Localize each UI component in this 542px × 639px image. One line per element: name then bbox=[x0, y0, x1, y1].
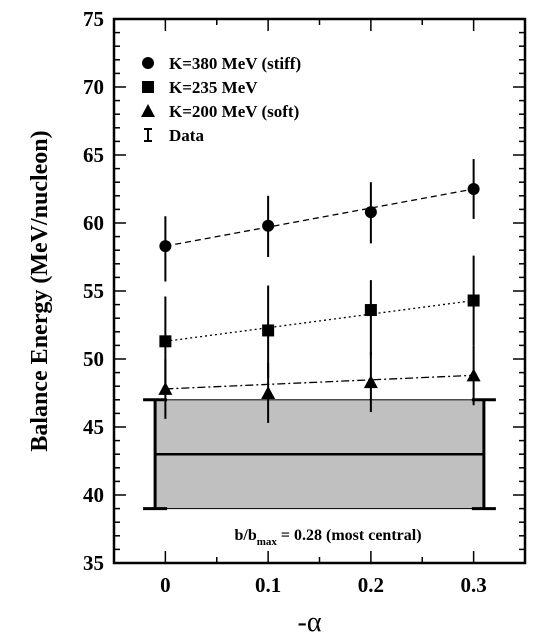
series-0-line bbox=[165, 188, 474, 247]
y-tick-label: 35 bbox=[83, 551, 104, 575]
y-axis-title: Balance Energy (MeV/nucleon) bbox=[27, 130, 53, 451]
series-0-point bbox=[364, 206, 377, 219]
series-0-point bbox=[262, 219, 275, 232]
legend-label: Data bbox=[169, 126, 204, 145]
annotation-text: b/bmax = 0.28 (most central) bbox=[234, 527, 421, 548]
series-0-point bbox=[159, 240, 172, 253]
series-2-point bbox=[158, 381, 173, 395]
series-1-point bbox=[159, 335, 172, 348]
plot-area: 35 40 45 50 55 60 65 70 75 0 0.1 0.2 0.3 -α Balance En… bbox=[27, 7, 527, 638]
series-2-point bbox=[261, 386, 276, 399]
legend-marker-0 bbox=[142, 57, 154, 69]
x-tick-label: 0.3 bbox=[461, 573, 487, 597]
series-1-point bbox=[467, 294, 480, 307]
annotation-suffix: = 0.28 (most central) bbox=[277, 527, 422, 544]
x-tick-label: 0.1 bbox=[255, 573, 281, 597]
y-tick-label: 65 bbox=[83, 143, 104, 167]
series-2-point bbox=[466, 368, 481, 382]
x-tick-label: 0.2 bbox=[358, 573, 384, 597]
y-tick-label: 45 bbox=[83, 415, 104, 439]
y-tick-label: 40 bbox=[83, 483, 104, 507]
annotation-subscript: max bbox=[257, 536, 278, 548]
legend-marker-2 bbox=[141, 104, 155, 117]
y-tick-label: 75 bbox=[83, 7, 104, 31]
series-1-point bbox=[364, 304, 377, 317]
y-tick-label: 70 bbox=[83, 75, 104, 99]
y-tick-label: 55 bbox=[83, 279, 104, 303]
series-0-point bbox=[467, 183, 480, 195]
series-1-line bbox=[165, 299, 474, 342]
legend-marker-1 bbox=[142, 81, 154, 93]
series-1-point bbox=[262, 324, 275, 337]
y-tick-label: 60 bbox=[83, 211, 104, 235]
x-axis-title: -α bbox=[298, 607, 322, 638]
x-tick-label: 0 bbox=[160, 573, 171, 597]
series-2-line bbox=[165, 374, 474, 390]
y-tick-label: 50 bbox=[83, 347, 104, 371]
legend-label: K=235 MeV bbox=[169, 78, 258, 97]
legend-label: K=380 MeV (stiff) bbox=[169, 54, 301, 73]
series-2-point bbox=[363, 375, 378, 389]
annotation-prefix: b/b bbox=[234, 527, 256, 544]
legend-label: K=200 MeV (soft) bbox=[169, 102, 299, 121]
